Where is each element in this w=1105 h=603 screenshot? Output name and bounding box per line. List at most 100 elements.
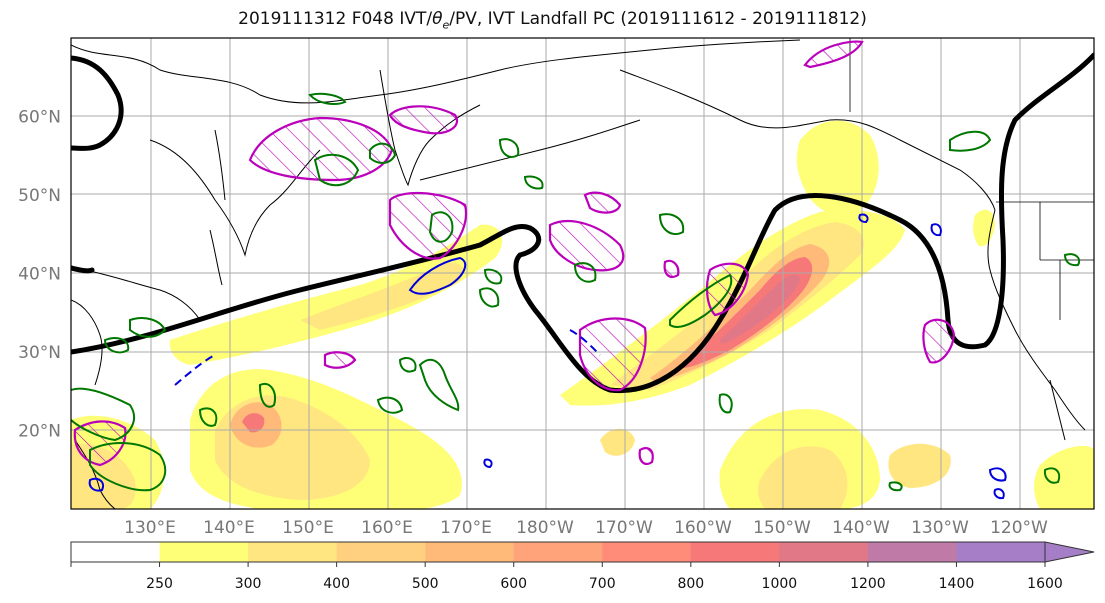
- colorbar-ticks: 250 300 400 500 600 700 800 1000 1200 1400 1600: [70, 562, 1063, 592]
- theta-e-contour-j: [418, 358, 460, 412]
- landfall-pc-contour-north: [71, 55, 124, 151]
- theta-e-contour-v: [308, 92, 347, 105]
- theta-e-contour-a: [313, 153, 360, 187]
- lon-label: 140°W: [832, 518, 890, 538]
- lon-label: 120°W: [990, 518, 1048, 538]
- landfall-pc-contour: [71, 52, 1094, 394]
- colorbar-tick-label: 500: [412, 576, 439, 592]
- colorbar-segment: [336, 542, 426, 562]
- coastline-alaska: [619, 69, 996, 211]
- lat-label: 40°N: [18, 265, 61, 285]
- ivt-west-band: [169, 224, 503, 365]
- theta-e-contour-u: [718, 393, 733, 414]
- lon-label: 160°W: [674, 518, 732, 538]
- theta-e-blue-contour-f: [930, 223, 942, 237]
- theta-e-contour-w: [1063, 253, 1081, 267]
- map-title: 2019111312 F048 IVT/θe/PV, IVT Landfall …: [238, 9, 867, 32]
- theta-e-contour-x: [1043, 467, 1061, 484]
- colorbar-segment: [867, 542, 957, 562]
- map-frame: [70, 37, 1095, 510]
- landfall-pc-contour-west: [71, 265, 95, 274]
- pv-contour-north-pacific: [388, 192, 468, 260]
- colorbar-segment: [425, 542, 515, 562]
- coastlines: [71, 39, 1086, 509]
- coastline-aleutians: [419, 119, 641, 181]
- theta-e-blue-contour-g: [858, 213, 869, 224]
- theta-e-contour-f: [658, 213, 685, 235]
- coastline-baja: [1049, 379, 1066, 441]
- theta-e-contour-q: [129, 317, 167, 338]
- colorbar-tick-label: 1400: [939, 576, 975, 592]
- ivt-typhoon-800: [242, 413, 265, 433]
- lon-label: 150°W: [753, 518, 811, 538]
- theta-e-contour-h: [949, 130, 992, 152]
- pv-contour-small-b: [323, 351, 357, 369]
- pv-contour-west-coast: [922, 318, 956, 364]
- pv-contour-small-a: [583, 191, 622, 214]
- pv-contour-alaska: [803, 40, 864, 69]
- latitude-labels: 60°N 50°N 40°N 30°N 20°N: [18, 108, 61, 442]
- pv-contours: [73, 40, 956, 467]
- colorbar-segment: [71, 542, 161, 562]
- colorbar-tick-label: 1000: [762, 576, 798, 592]
- theta-e-contour-d: [498, 138, 520, 158]
- lon-label: 170°E: [440, 518, 492, 538]
- colorbar-segment: [602, 542, 692, 562]
- theta-e-contour-k: [376, 396, 404, 414]
- colorbar-segment: [956, 542, 1046, 562]
- theta-e-blue-contour-i: [88, 477, 104, 492]
- theta-e-blue-contour-c: [174, 354, 216, 386]
- theta-e-contour-o: [71, 387, 135, 442]
- colorbar-segment: [690, 542, 780, 562]
- theta-e-blue-contour-a: [408, 256, 467, 295]
- lat-label: 50°N: [18, 186, 61, 206]
- pv-contour-plume: [705, 262, 750, 317]
- lon-label: 130°E: [124, 518, 176, 538]
- pv-contour-philippines: [73, 420, 127, 467]
- lon-label: 150°E: [282, 518, 334, 538]
- theta-e-contour-p: [89, 442, 167, 492]
- ivt-east-blob: [888, 443, 951, 488]
- theta-e-contour-g: [669, 273, 733, 328]
- colorbar-segment: [248, 542, 338, 562]
- theta-e-contour-b: [369, 142, 397, 164]
- theta-e-contours: [71, 92, 1081, 492]
- theta-e-contours-blue: [88, 213, 1007, 500]
- theta-e-contour-y: [888, 481, 903, 492]
- colorbar-tick-label: 1200: [850, 576, 886, 592]
- ivt-shading: [71, 120, 1094, 509]
- colorbar-tick-label: 250: [146, 576, 173, 592]
- coastline-japan: [84, 229, 223, 321]
- ivt-plume-1200: [720, 274, 800, 344]
- lon-label: 140°E: [203, 518, 255, 538]
- colorbar-segment: [159, 542, 249, 562]
- colorbar-frame: [70, 541, 1046, 563]
- theta-e-blue-contour-d: [988, 467, 1007, 482]
- theta-e-blue-contour-e: [993, 488, 1005, 500]
- pv-contour-hawaii: [638, 446, 654, 466]
- coastline-west-coast: [987, 209, 1086, 431]
- ivt-hawaii-blob: [600, 428, 635, 456]
- pv-contour-dateline: [548, 220, 625, 272]
- theta-e-contour-t: [483, 268, 503, 285]
- colorbar-segment: [779, 542, 869, 562]
- colorbar-tick-label: 300: [235, 576, 262, 592]
- ivt-west-band-300: [300, 262, 464, 330]
- colorbar-tick-label: 600: [500, 576, 527, 592]
- colorbar-tick-label: 700: [589, 576, 616, 592]
- theta-e-contour-i: [573, 262, 597, 283]
- longitude-labels: 130°E 140°E 150°E 160°E 170°E 180°W 170°W 160°W…: [124, 518, 1048, 538]
- colorbar-tick-label: 1600: [1027, 576, 1063, 592]
- lon-label: 130°W: [911, 518, 969, 538]
- lon-label: 170°W: [595, 518, 653, 538]
- theta-e-contour-m: [258, 382, 276, 408]
- theta-e-contour-n: [198, 407, 218, 427]
- colorbar-extend-arrow: [1044, 541, 1095, 563]
- theta-e-contour-r: [103, 337, 130, 354]
- ivt-south-central-300: [757, 446, 848, 509]
- coastline-sakhalin: [214, 129, 226, 201]
- lat-label: 20°N: [18, 422, 61, 442]
- ivt-southeast-blob: [1034, 445, 1094, 509]
- coastline-okhotsk: [149, 139, 321, 257]
